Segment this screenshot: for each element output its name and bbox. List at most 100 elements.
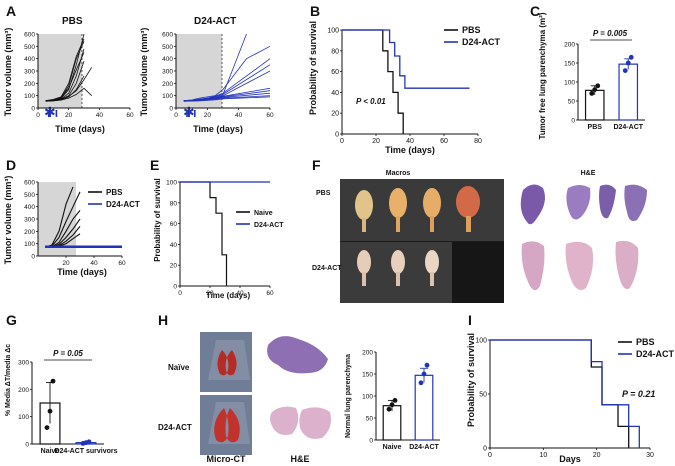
legend-label: D24-ACT <box>462 37 501 47</box>
panel-i-ylabel: Probability of survival <box>466 333 476 427</box>
panel-g-ylabel: % Media ΔT/media Δc <box>5 344 12 416</box>
tissue-stalk <box>396 216 400 232</box>
panel-letter-g: G <box>6 312 17 328</box>
row-label-d24-act: D24-ACT <box>312 265 342 272</box>
x-tick-label: 60 <box>266 112 274 119</box>
series-line-pbs <box>490 339 630 448</box>
panel-letter-e: E <box>150 157 159 173</box>
panel-d-ylabel: Tumor volume (mm³) <box>3 176 13 265</box>
panel-e-xlabel: Time (days) <box>206 291 251 300</box>
x-tick-label: 20 <box>372 138 380 145</box>
y-tick-label: 0 <box>169 106 173 113</box>
panel-a-act-title: D24-ACT <box>194 16 236 27</box>
y-tick-label: 0 <box>369 438 373 445</box>
legend-label: D24-ACT <box>254 222 284 229</box>
chart-a-act: D24-ACT Tumor volume (mm³) Time (days) ✱… <box>139 16 274 134</box>
microct-label: Micro-CT <box>207 454 246 464</box>
x-tick-label: 20 <box>204 112 212 119</box>
he-slide <box>521 241 545 291</box>
y-tick-label: 200 <box>362 350 373 357</box>
lung-render <box>217 350 237 376</box>
x-tick-label: 60 <box>440 138 448 145</box>
panel-a-act-ylabel: Tumor volume (mm³) <box>139 28 149 117</box>
lung-render <box>214 408 240 443</box>
y-tick-label: 0 <box>335 132 339 139</box>
data-point <box>625 60 631 66</box>
y-tick-label: 100 <box>564 80 575 87</box>
y-tick-label: 100 <box>24 241 35 248</box>
x-tick-label: 40 <box>236 290 244 297</box>
he-slide <box>267 336 328 374</box>
y-tick-label: 20 <box>170 263 178 270</box>
y-tick-label: 0 <box>483 446 487 453</box>
legend-label: Naive <box>254 210 273 217</box>
x-tick-label: 60 <box>266 290 274 297</box>
x-tick-label: 80 <box>474 138 482 145</box>
y-tick-label: 400 <box>162 56 173 63</box>
x-tick-label: 40 <box>90 260 98 267</box>
row-label-naive: Naïve <box>168 363 190 372</box>
y-tick-label: 20 <box>331 111 339 118</box>
panel-letter-i: I <box>468 312 472 328</box>
tissue-stalk <box>430 272 434 286</box>
y-tick-label: 0 <box>173 284 177 291</box>
x-tick-label: 20 <box>65 112 73 119</box>
x-tick-label: 0 <box>174 112 178 119</box>
x-tick-label: 0 <box>340 138 344 145</box>
series-line-d24-act <box>490 339 640 448</box>
x-tick-label: 40 <box>96 112 104 119</box>
legend-label: PBS <box>106 188 123 197</box>
tissue-sample <box>389 188 407 218</box>
y-tick-label: 200 <box>18 387 29 394</box>
tissue-sample <box>391 250 405 274</box>
tissue-sample <box>355 190 373 220</box>
x-tick-label: 60 <box>126 112 134 119</box>
series-line-pbs <box>342 29 404 134</box>
data-point <box>595 83 601 89</box>
x-tick-label: 0 <box>36 112 40 119</box>
tissue-stalk <box>466 216 471 232</box>
chart-b: Probability of survival Time (days) P < … <box>308 21 501 155</box>
panel-letter-a: A <box>6 3 16 19</box>
y-tick-label: 200 <box>24 81 35 88</box>
y-tick-label: 500 <box>24 192 35 199</box>
he-slide <box>520 184 545 225</box>
legend-label: D24-ACT <box>106 200 140 209</box>
series-line-m10 <box>183 96 271 102</box>
y-tick-label: 40 <box>170 242 178 249</box>
y-tick-label: 0 <box>25 442 29 449</box>
series-line-m9 <box>45 87 92 102</box>
panel-i-xlabel: Days <box>559 454 581 464</box>
x-tick-label: 10 <box>539 452 547 459</box>
category-label: D24-ACT <box>613 124 643 131</box>
y-tick-label: 200 <box>24 229 35 236</box>
legend-label: D24-ACT <box>636 349 675 359</box>
tissue-stalk <box>362 218 366 232</box>
macros-photo-empty <box>452 242 504 303</box>
legend-label: PBS <box>462 25 481 35</box>
he-slide <box>599 184 616 219</box>
y-tick-label: 100 <box>327 28 339 35</box>
he-slide <box>270 406 331 439</box>
x-tick-label: 40 <box>235 112 243 119</box>
y-tick-label: 400 <box>24 204 35 211</box>
panel-c-ylabel: Tumor free lung parenchyma (m²) <box>538 12 547 139</box>
y-tick-label: 500 <box>162 44 173 51</box>
y-tick-label: 600 <box>162 32 173 39</box>
panel-b-ylabel: Probability of survival <box>308 21 318 115</box>
panel-a-pbs-ylabel: Tumor volume (mm³) <box>3 28 13 117</box>
panel-h: Naïve D24-ACT Micro-CT H&E Normal lung p… <box>158 332 440 464</box>
asterisk-icon: ✱ <box>183 104 195 120</box>
panel-c-pvalue: P = 0.005 <box>593 29 628 38</box>
panel-letter-c: C <box>530 3 540 19</box>
tissue-sample <box>425 250 439 274</box>
y-tick-label: 100 <box>18 414 29 421</box>
data-point <box>628 54 634 60</box>
data-point <box>392 398 398 403</box>
data-point <box>418 380 424 386</box>
tissue-stalk <box>430 216 434 232</box>
he-slide <box>566 185 591 220</box>
panel-letter-f: F <box>312 157 321 173</box>
y-tick-label: 0 <box>31 254 35 261</box>
